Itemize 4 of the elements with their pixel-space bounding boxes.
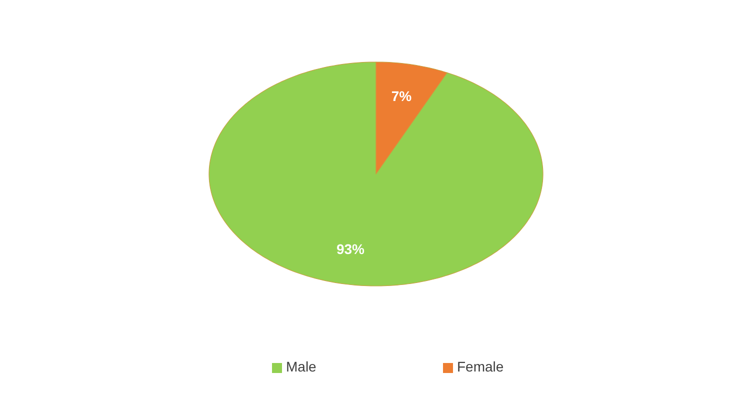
legend-label: Male [286, 358, 317, 375]
data-label: 93% [336, 241, 366, 258]
data-label: 7% [391, 88, 412, 104]
legend-label: Female [457, 358, 504, 375]
